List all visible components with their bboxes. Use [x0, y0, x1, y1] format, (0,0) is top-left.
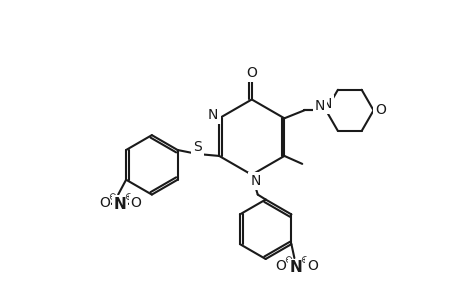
- Text: ⊖: ⊖: [108, 192, 116, 202]
- Text: ⊕: ⊕: [124, 192, 132, 202]
- Text: N: N: [289, 260, 302, 275]
- Text: N: N: [207, 108, 218, 122]
- Text: O: O: [274, 259, 285, 273]
- Text: S: S: [193, 140, 202, 154]
- Text: N: N: [250, 174, 260, 188]
- Text: N: N: [321, 98, 331, 111]
- Text: O: O: [306, 259, 317, 273]
- Text: N: N: [314, 99, 325, 113]
- Text: O: O: [246, 66, 257, 80]
- Text: O: O: [130, 196, 141, 209]
- Text: ⊕: ⊕: [300, 255, 308, 265]
- Text: N: N: [113, 197, 126, 212]
- Text: O: O: [374, 103, 385, 117]
- Text: ⊖: ⊖: [284, 255, 292, 265]
- Text: O: O: [99, 196, 110, 209]
